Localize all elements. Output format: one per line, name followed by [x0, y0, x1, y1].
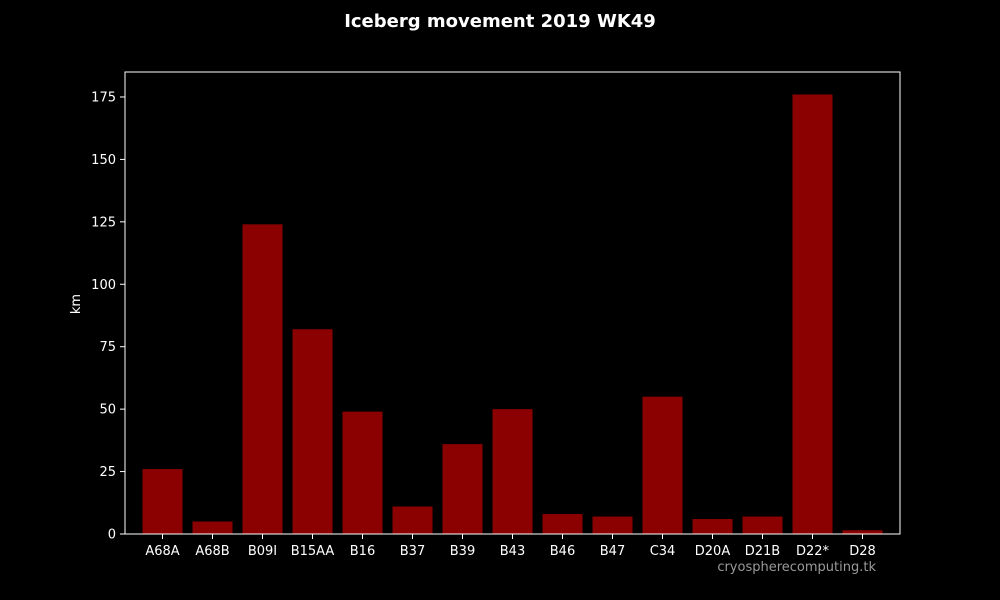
x-tick-label: A68A: [145, 544, 179, 559]
bar-b16: [342, 411, 383, 534]
y-tick-label: 0: [108, 528, 116, 543]
y-tick-label: 75: [99, 340, 116, 355]
bar-b46: [542, 514, 583, 534]
x-tick-label: B37: [400, 544, 425, 559]
x-tick-label: B09I: [248, 544, 277, 559]
bar-c34: [642, 396, 683, 534]
x-tick-label: B16: [350, 544, 375, 559]
bar-a68b: [192, 521, 233, 534]
y-tick-label: 25: [99, 465, 116, 480]
bars-group: [142, 94, 883, 534]
x-tick-label: D20A: [695, 544, 731, 559]
y-tick-label: 150: [91, 153, 116, 168]
y-axis-label: km: [69, 294, 84, 314]
bar-b37: [392, 506, 433, 534]
x-tick-label: B39: [450, 544, 475, 559]
bar-b47: [592, 516, 633, 534]
plot-frame: [124, 71, 901, 535]
bar-b09i: [242, 224, 283, 534]
y-axis: 0 25 50 75 100 125 150 175: [91, 90, 125, 543]
y-tick-label: 100: [91, 278, 116, 293]
bar-d21b: [742, 516, 783, 534]
y-tick-label: 50: [99, 403, 116, 418]
x-axis: A68A A68B B09I B15AA B16 B37 B39 B43 B46 B47 C34 D2…: [145, 534, 876, 559]
bar-d20a: [692, 519, 733, 534]
x-tick-label: B47: [600, 544, 625, 559]
x-tick-label: D21B: [745, 544, 780, 559]
bar-b39: [442, 444, 483, 534]
bar-b43: [492, 409, 533, 534]
y-tick-label: 175: [91, 90, 116, 105]
bar-d28: [842, 530, 883, 534]
chart-title: Iceberg movement 2019 WK49: [344, 11, 656, 32]
x-tick-label: B15AA: [291, 544, 335, 559]
bar-d22: [792, 94, 833, 534]
bar-a68a: [142, 469, 183, 534]
x-tick-label: C34: [650, 544, 676, 559]
watermark-text: cryospherecomputing.tk: [717, 560, 876, 575]
x-tick-label: D28: [849, 544, 876, 559]
bar-b15aa: [292, 329, 333, 534]
y-tick-label: 125: [91, 215, 116, 230]
x-tick-label: B43: [500, 544, 525, 559]
x-tick-label: A68B: [195, 544, 229, 559]
x-tick-label: B46: [550, 544, 575, 559]
x-tick-label: D22*: [796, 544, 830, 559]
